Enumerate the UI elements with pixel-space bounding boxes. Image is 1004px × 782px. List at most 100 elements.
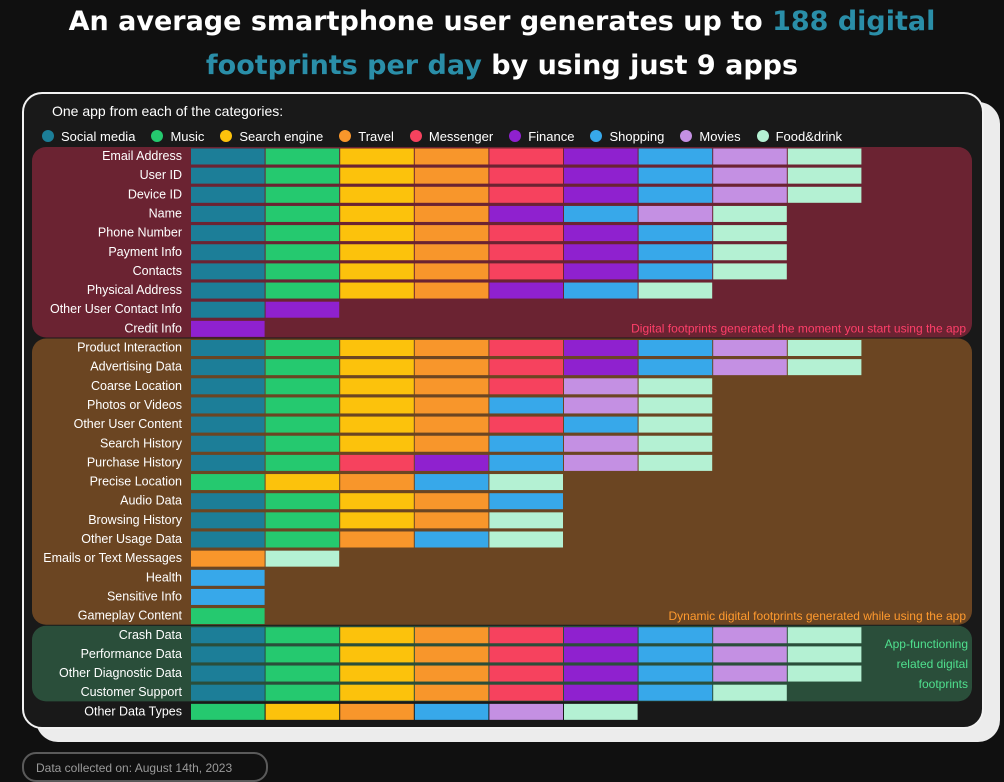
cell-food (489, 474, 563, 491)
cell-travel (414, 435, 489, 452)
legend-label: Messenger (428, 128, 494, 144)
legend: Social media Music Search engine Travel Mess… (42, 128, 858, 144)
cell-travel (414, 627, 489, 644)
row-label: Purchase History (87, 455, 183, 469)
cell-food (787, 665, 862, 682)
cell-shopping (638, 684, 713, 701)
row-label: Sensitive Info (107, 589, 182, 603)
cell-travel (414, 186, 489, 203)
cell-finance (414, 454, 489, 471)
cell-search (340, 416, 414, 433)
cell-search (265, 703, 340, 720)
cell-social (191, 512, 265, 529)
legend-label: Movies (699, 128, 741, 144)
cell-food (787, 148, 862, 165)
section-note: Digital footprints generated the moment … (631, 322, 966, 336)
cell-messenger (489, 340, 563, 356)
cell-shopping (638, 167, 713, 184)
cell-search (265, 474, 340, 491)
row-label: Emails or Text Messages (43, 551, 182, 565)
cell-finance (564, 263, 638, 280)
cell-travel (414, 646, 489, 663)
cell-music (265, 531, 340, 548)
cell-shopping (638, 244, 713, 261)
cell-social (191, 359, 265, 376)
cell-movies (638, 205, 713, 222)
cell-social (191, 397, 265, 414)
cell-music (265, 684, 340, 701)
cell-search (340, 684, 414, 701)
cell-finance (564, 665, 638, 682)
cell-social (191, 282, 265, 299)
cell-movies (713, 167, 787, 184)
cell-music (191, 703, 265, 720)
cell-music (265, 263, 340, 280)
cell-messenger (489, 378, 563, 395)
cell-shopping (638, 665, 713, 682)
cell-messenger (489, 148, 563, 165)
legend-swatch (339, 130, 352, 142)
row-label: Other User Content (74, 417, 183, 431)
cell-search (340, 340, 414, 356)
cell-movies (564, 397, 638, 414)
cell-music (265, 416, 340, 433)
cell-food (787, 340, 862, 356)
cell-travel (414, 359, 489, 376)
row-label: Name (149, 206, 182, 220)
cell-music (265, 225, 340, 242)
cell-travel (414, 225, 489, 242)
legend-item-search: Search engine (220, 129, 323, 144)
cell-music (265, 627, 340, 644)
row-label: Health (146, 570, 182, 584)
cell-messenger (489, 167, 563, 184)
cell-search (340, 512, 414, 529)
cell-travel (340, 474, 414, 491)
legend-swatch (42, 130, 54, 142)
row-label: Product Interaction (77, 341, 182, 355)
row-label: Gameplay Content (78, 609, 183, 623)
cell-search (340, 186, 414, 203)
cell-travel (414, 684, 489, 701)
legend-item-travel: Travel (339, 129, 394, 144)
legend-label: Finance (528, 128, 575, 144)
cell-food (638, 416, 713, 433)
cell-messenger (489, 263, 563, 280)
legend-label: Travel (358, 128, 394, 144)
cell-music (265, 244, 340, 261)
legend-label: Social media (61, 128, 136, 144)
cell-movies (564, 454, 638, 471)
cell-shopping (638, 225, 713, 242)
cell-social (191, 378, 265, 395)
cell-music (265, 340, 340, 356)
cell-shopping (414, 531, 489, 548)
cell-finance (489, 282, 563, 299)
cell-shopping (489, 397, 563, 414)
title-highlight: footprints per day (205, 50, 482, 81)
cell-travel (414, 665, 489, 682)
cell-finance (564, 167, 638, 184)
cell-music (265, 359, 340, 376)
cell-travel (414, 340, 489, 356)
cell-social (191, 531, 265, 548)
cell-social (191, 684, 265, 701)
cell-movies (713, 340, 787, 356)
cell-social (191, 244, 265, 261)
legend-swatch (220, 130, 233, 142)
row-label: Other User Contact Info (50, 302, 182, 316)
cell-search (340, 225, 414, 242)
cell-messenger (489, 225, 563, 242)
cell-movies (713, 627, 787, 644)
row-label: Payment Info (108, 245, 182, 259)
cell-music (265, 397, 340, 414)
cell-music (265, 665, 340, 682)
cell-shopping (638, 359, 713, 376)
cell-music (265, 493, 340, 510)
cell-movies (713, 148, 787, 165)
legend-item-shopping: Shopping (590, 129, 664, 144)
section-note: App-functioning (885, 637, 968, 651)
cell-messenger (489, 244, 563, 261)
data-date-badge: Data collected on: August 14th, 2023 (22, 752, 268, 782)
cell-movies (713, 665, 787, 682)
cell-social (191, 205, 265, 222)
cell-finance (191, 320, 265, 337)
